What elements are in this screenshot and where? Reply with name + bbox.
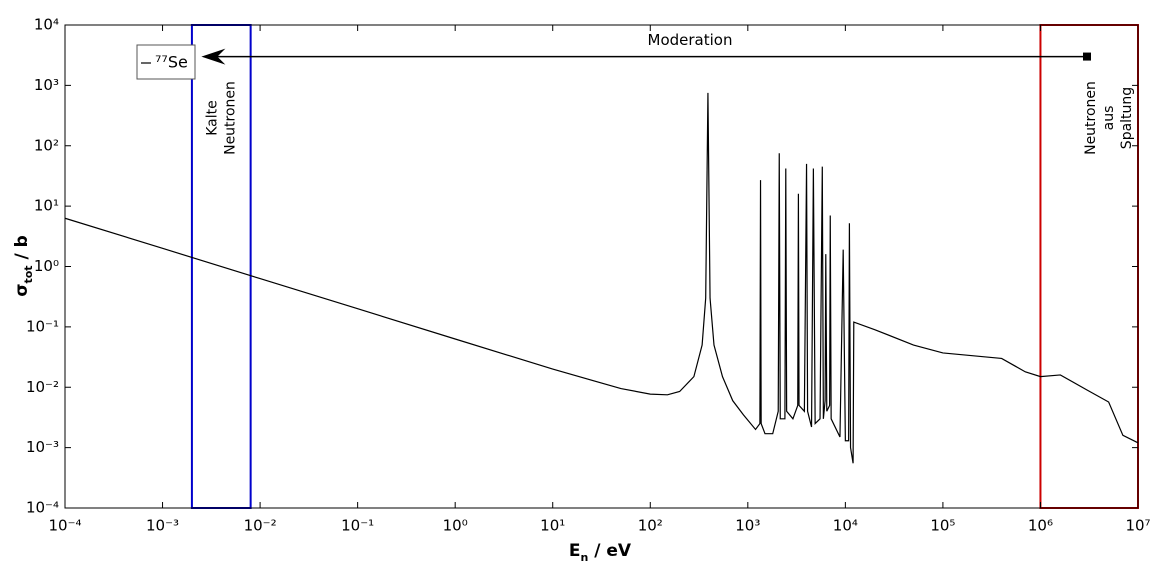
arrow-head [201, 48, 226, 65]
y-label-main: σ [12, 284, 32, 297]
y-axis-label: σtot / b [12, 235, 35, 297]
x-tick-label: 10⁷ [1125, 517, 1150, 535]
x-axis-label: En / eV [569, 541, 632, 563]
x-tick-label: 10⁶ [1028, 517, 1053, 535]
y-tick-label: 10⁻⁴ [26, 499, 59, 517]
region-label: Kalte [204, 100, 220, 136]
region-label: Spaltung [1119, 87, 1135, 149]
data-line [64, 92, 1139, 464]
legend-label: ⁷⁷Se [155, 53, 188, 72]
y-label-sub: tot [22, 265, 35, 283]
x-tick-label: 10⁴ [833, 517, 858, 535]
y-tick-label: 10⁻¹ [26, 317, 59, 335]
region-label: Neutronen [1083, 81, 1099, 155]
x-tick-label: 10⁻¹ [341, 517, 374, 535]
y-tick-label: 10⁴ [34, 16, 59, 34]
y-tick-label: 10⁰ [34, 257, 59, 275]
x-label-rest: / eV [588, 541, 632, 561]
arrow-start [1082, 52, 1091, 61]
y-tick-label: 10² [34, 136, 59, 154]
legend-box [136, 44, 196, 80]
x-tick-label: 10⁵ [930, 517, 955, 535]
x-tick-label: 10⁰ [443, 517, 468, 535]
region-label: Neutronen [222, 81, 238, 155]
x-tick-label: 10² [638, 517, 663, 535]
x-label-sub: n [581, 551, 589, 563]
x-tick-label: 10⁻⁴ [48, 517, 81, 535]
y-tick-label: 10⁻² [26, 378, 59, 396]
x-tick-label: 10⁻³ [146, 517, 179, 535]
x-tick-label: 10¹ [540, 517, 565, 535]
y-tick-label: 10¹ [34, 197, 59, 215]
y-tick-label: 10³ [34, 76, 59, 94]
x-tick-label: 10³ [735, 517, 760, 535]
arrow-label: Moderation [648, 31, 733, 49]
y-label-rest: / b [12, 235, 32, 265]
x-label-main: E [569, 541, 581, 561]
y-tick-label: 10⁻³ [26, 438, 59, 456]
region-label: aus [1101, 106, 1117, 131]
x-tick-label: 10⁻² [244, 517, 277, 535]
